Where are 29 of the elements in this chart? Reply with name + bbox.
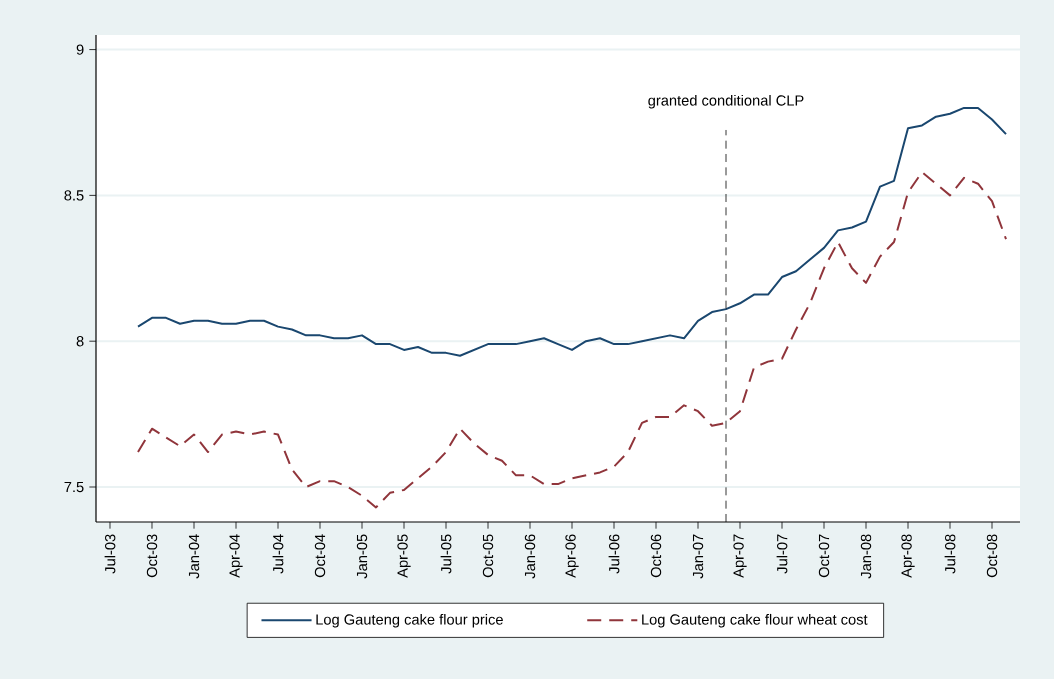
y-tick-label: 9 [76, 44, 84, 55]
x-tick-label: Apr-05 [397, 534, 411, 578]
y-tick-label: 7.5 [64, 481, 84, 493]
ref-line-label: granted conditional CLP [648, 94, 804, 109]
x-tick-label: Jul-05 [440, 534, 452, 574]
x-tick-label: Jul-08 [944, 534, 956, 574]
legend-label: Log Gauteng cake flour wheat cost [642, 613, 868, 628]
legend-label: Log Gauteng cake flour price [316, 613, 503, 628]
x-tick-label: Oct-07 [818, 534, 830, 578]
x-tick-label: Jan-06 [524, 534, 536, 579]
x-tick-label: Oct-06 [650, 534, 662, 578]
x-tick-label: Apr-04 [229, 534, 243, 578]
x-tick-label: Oct-05 [482, 534, 494, 578]
x-tick-label: Oct-08 [986, 534, 998, 578]
x-tick-label: Oct-03 [146, 534, 158, 578]
y-tick-label: 8 [76, 336, 84, 347]
x-tick-label: Jul-04 [272, 534, 284, 574]
x-tick-label: Oct-04 [314, 534, 326, 578]
x-tick-label: Jan-04 [188, 534, 200, 579]
x-tick-label: Jan-08 [860, 534, 872, 579]
x-tick-label: Jan-05 [356, 534, 368, 579]
y-tick-label: 8.5 [64, 190, 84, 201]
x-tick-label: Apr-08 [901, 534, 915, 578]
x-tick-label: Apr-06 [565, 534, 579, 578]
x-tick-label: Apr-07 [733, 534, 747, 578]
x-tick-label: Jul-03 [104, 534, 116, 574]
x-tick-label: Jul-07 [776, 534, 788, 574]
x-tick-label: Jul-06 [608, 534, 620, 574]
x-tick-label: Jan-07 [692, 534, 704, 579]
